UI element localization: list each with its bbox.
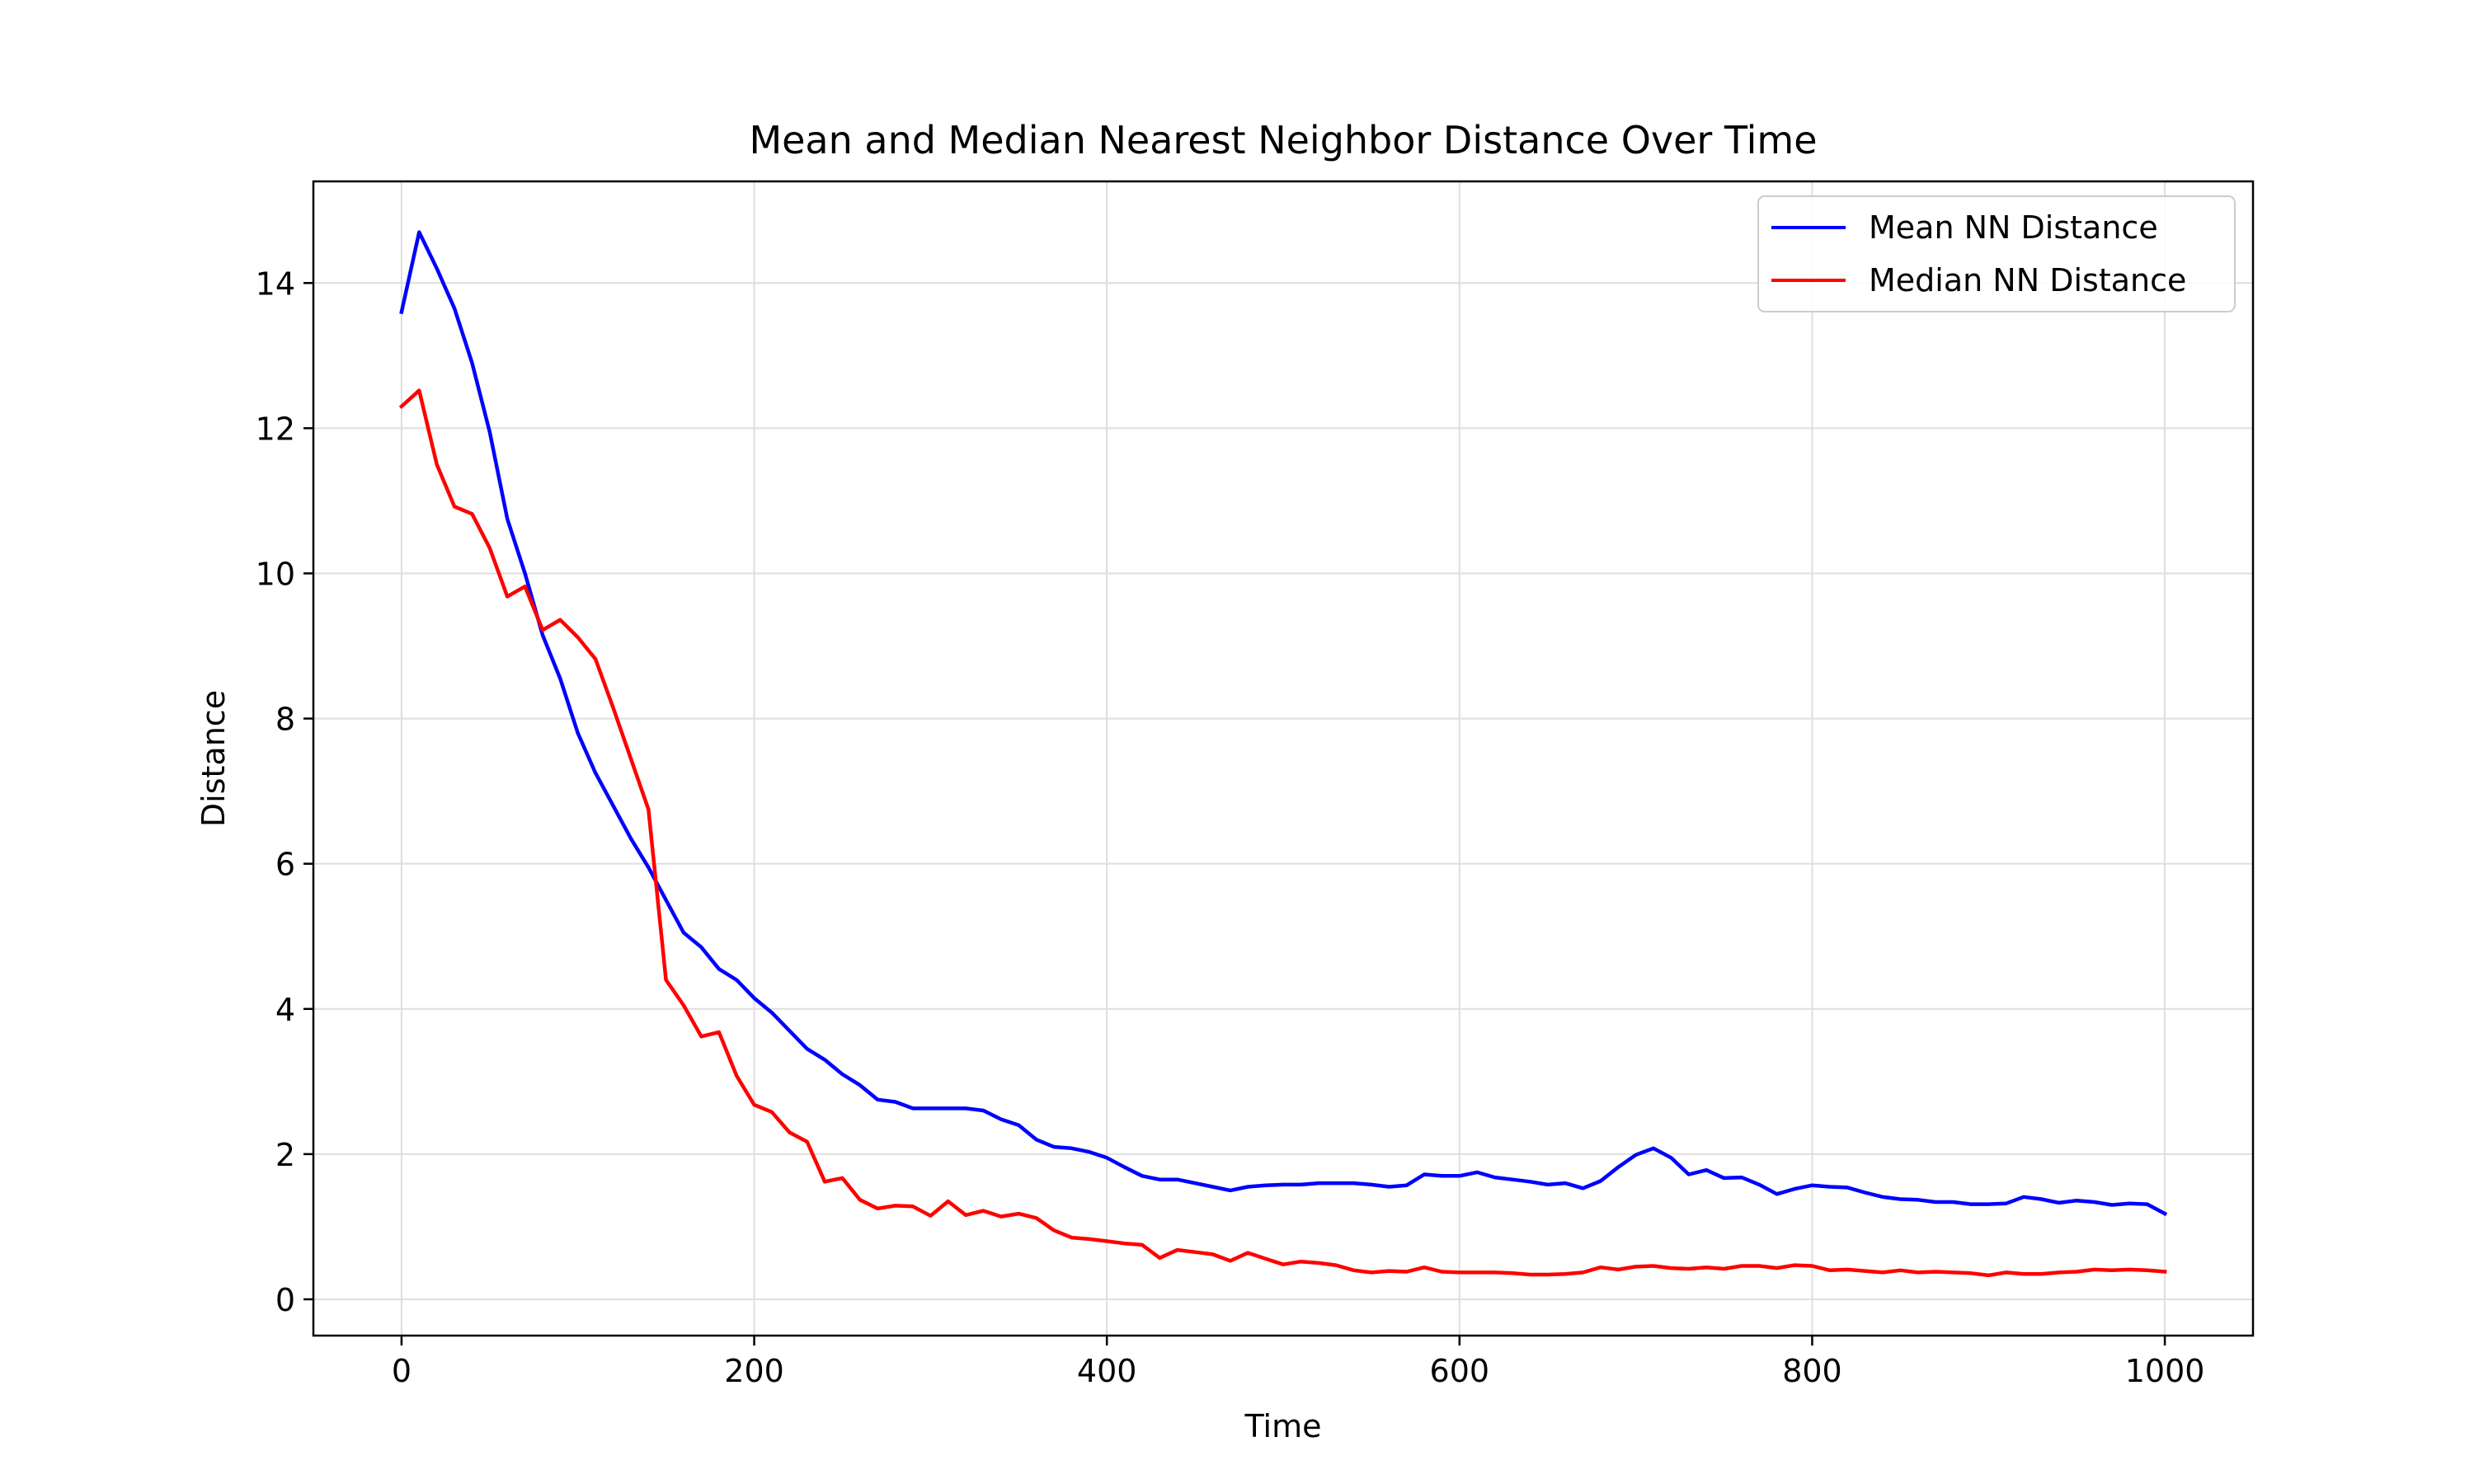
series-layer	[398, 230, 2168, 1278]
y-tick-label: 8	[275, 702, 295, 738]
x-tick-label: 800	[1782, 1353, 1842, 1389]
y-tick-label: 4	[275, 992, 295, 1028]
legend: Mean NN Distance Median NN Distance	[1757, 195, 2236, 312]
x-axis: 0 200 400 600 800 1000	[392, 1336, 2205, 1389]
x-tick-label: 400	[1077, 1353, 1137, 1389]
x-tick-label: 600	[1430, 1353, 1490, 1389]
x-tick-label: 0	[392, 1353, 412, 1389]
y-tick-label: 2	[275, 1137, 295, 1173]
x-axis-label: Time	[1244, 1408, 1322, 1444]
y-tick-label: 0	[275, 1282, 295, 1318]
y-tick-label: 14	[256, 265, 295, 302]
y-axis: 0 2 4 6 8 10 12 14	[256, 265, 313, 1318]
y-tick-label: 6	[275, 847, 295, 883]
grid	[313, 181, 2253, 1336]
legend-label-median: Median NN Distance	[1869, 262, 2186, 298]
y-tick-label: 10	[256, 556, 295, 592]
x-tick-label: 200	[724, 1353, 784, 1389]
legend-label-mean: Mean NN Distance	[1869, 209, 2158, 246]
y-axis-label: Distance	[195, 690, 232, 827]
chart-title: Mean and Median Nearest Neighbor Distanc…	[749, 118, 1817, 162]
legend-box	[1757, 195, 2236, 312]
x-tick-label: 1000	[2125, 1353, 2205, 1389]
y-tick-label: 12	[256, 411, 295, 447]
series-line-mean	[399, 230, 2168, 1217]
plot-frame	[312, 180, 2255, 1337]
series-line-median	[398, 388, 2167, 1278]
